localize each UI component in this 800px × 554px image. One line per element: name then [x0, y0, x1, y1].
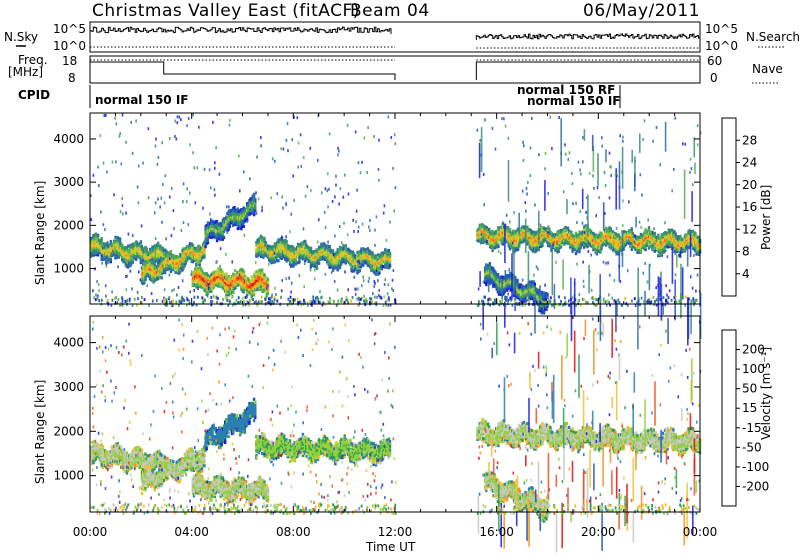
power-ytick-label: 2000	[53, 218, 84, 232]
power-ytick-label: 1000	[53, 262, 84, 276]
cpid-label: CPID	[18, 88, 50, 102]
xtick-label: 12:00	[378, 525, 413, 539]
cb-vel-tick-label: 200	[742, 343, 765, 357]
cpid-label-1: normal 150 IF	[95, 93, 189, 107]
xtick-label: 20:00	[581, 525, 616, 539]
beam-label: Beam 04	[350, 1, 430, 21]
nave-label: Nave	[752, 62, 783, 76]
vel-cells	[90, 316, 702, 553]
nave-tick-bottom: 0	[710, 71, 718, 85]
nsky-panel	[89, 21, 701, 53]
cpid-label-3: normal 150 IF	[527, 94, 621, 108]
power-panel: 1000 2000 3000 4000	[53, 112, 702, 350]
cb-vel-tick-label: 50	[742, 382, 757, 396]
cpid-label-2: normal 150 RF	[517, 83, 615, 97]
cb-power-tick-label: 28	[742, 133, 757, 147]
cb-power-tick-label: 12	[742, 222, 757, 236]
power-ytick-label: 4000	[53, 132, 84, 146]
cb-vel-tick-label: -200	[742, 479, 769, 493]
velocity-colorbar: 200 100 50 15 -15 -50 -100 -200	[721, 329, 769, 507]
freq-tick-bottom: 8	[68, 71, 76, 85]
velocity-ylabel: Slant Range [km]	[33, 380, 47, 484]
vel-ytick-label: 4000	[53, 336, 84, 350]
cb-vel-tick-label: -15	[742, 421, 762, 435]
cb-power-tick-label: 16	[742, 200, 757, 214]
nsearch-tick-top: 10^5	[705, 22, 738, 36]
cb-power-tick-label: 4	[742, 267, 750, 281]
freq-label-1: Freq.	[18, 53, 48, 67]
xtick-label: 08:00	[276, 525, 311, 539]
velocity-colorbar-label: Velocity [m s⁻¹]	[759, 347, 773, 440]
cb-vel-tick-label: 100	[742, 362, 765, 376]
nave-tick-top: 60	[707, 54, 722, 68]
freq-label-2: [MHz]	[8, 65, 43, 79]
nsearch-tick-bottom: 10^0	[705, 39, 738, 53]
date-label: 06/May/2011	[583, 1, 700, 21]
xtick-label: 00:00	[683, 525, 718, 539]
nsky-tick-bottom: 10^0	[53, 39, 86, 53]
cb-power-tick-label: 20	[742, 178, 757, 192]
cb-power-tick-label: 8	[742, 245, 750, 259]
power-cells	[90, 113, 702, 350]
xtick-label: 04:00	[174, 525, 209, 539]
power-ytick-label: 3000	[53, 175, 84, 189]
power-colorbar: 4 8 12 16 20 24 28	[721, 117, 757, 297]
vel-ytick-label: 3000	[53, 380, 84, 394]
xtick-label: 16:00	[479, 525, 514, 539]
freq-tick-top: 18	[62, 54, 77, 68]
vel-ytick-label: 1000	[53, 469, 84, 483]
vel-ytick-label: 2000	[53, 424, 84, 438]
cb-vel-tick-label: 15	[742, 401, 757, 415]
power-ylabel: Slant Range [km]	[33, 181, 47, 285]
cb-vel-tick-label: -100	[742, 460, 769, 474]
cb-power-tick-label: 24	[742, 156, 757, 170]
station-title: Christmas Valley East (fitACF)	[92, 1, 360, 21]
velocity-panel: 1000 2000 3000 4000 00:00 04:00 08:00 12:00 16:0…	[53, 315, 718, 553]
cb-vel-tick-label: -50	[742, 440, 762, 454]
nsky-tick-top: 10^5	[53, 22, 86, 36]
nsky-label: N.Sky	[4, 30, 38, 44]
power-colorbar-label: Power [dB]	[759, 185, 773, 250]
x-axis-label: Time UT	[365, 540, 416, 554]
nsearch-label: N.Search	[746, 30, 800, 44]
xtick-label: 00:00	[73, 525, 108, 539]
